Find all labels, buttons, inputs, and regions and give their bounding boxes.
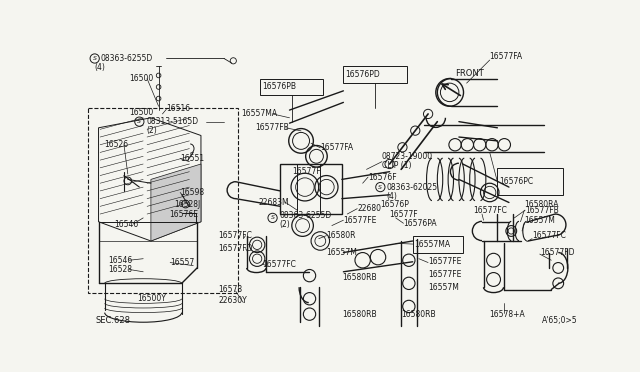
Text: 16580RB: 16580RB xyxy=(342,310,376,319)
Text: 16578+A: 16578+A xyxy=(490,310,525,319)
Text: 16500Y: 16500Y xyxy=(137,294,166,303)
Text: S: S xyxy=(271,215,275,220)
Text: S: S xyxy=(93,56,97,61)
Text: FRONT: FRONT xyxy=(455,70,484,78)
Bar xyxy=(260,78,323,96)
Text: (2): (2) xyxy=(147,126,157,135)
Text: 16528: 16528 xyxy=(109,265,132,274)
Text: 08313-5165D: 08313-5165D xyxy=(147,117,198,126)
Text: 16577FD: 16577FD xyxy=(219,244,253,253)
Text: 16546: 16546 xyxy=(114,219,138,228)
Bar xyxy=(280,164,342,214)
Text: 16546: 16546 xyxy=(109,256,133,265)
Text: 16578: 16578 xyxy=(219,285,243,294)
Text: 16557MA: 16557MA xyxy=(241,109,277,118)
Text: 16577FE: 16577FE xyxy=(344,216,377,225)
Text: 16576PB: 16576PB xyxy=(262,83,296,92)
Text: 08723-19000: 08723-19000 xyxy=(382,152,433,161)
Text: (4): (4) xyxy=(95,63,106,72)
Text: A'65;0>5: A'65;0>5 xyxy=(542,316,578,325)
Text: 16576P: 16576P xyxy=(380,200,409,209)
Text: 22680: 22680 xyxy=(357,204,381,213)
Text: 08363-6255D: 08363-6255D xyxy=(101,54,153,63)
Bar xyxy=(497,168,563,195)
Text: CLIP (1): CLIP (1) xyxy=(382,161,412,170)
Text: 16557M: 16557M xyxy=(524,216,556,225)
Text: 16576F: 16576F xyxy=(368,173,397,182)
Text: 16577FA: 16577FA xyxy=(320,143,353,152)
Text: 22683M: 22683M xyxy=(259,198,289,207)
Text: 16577FC: 16577FC xyxy=(532,231,566,240)
Text: 16580R: 16580R xyxy=(326,231,356,240)
Text: 16557MA: 16557MA xyxy=(414,240,451,248)
Text: 16577FC: 16577FC xyxy=(473,206,507,215)
Text: S: S xyxy=(138,119,141,124)
Text: 16577FB: 16577FB xyxy=(525,206,559,215)
Text: (2): (2) xyxy=(280,220,291,229)
Text: 16580RA: 16580RA xyxy=(524,200,559,209)
Text: 08363-6255D: 08363-6255D xyxy=(280,211,332,220)
Bar xyxy=(88,108,238,293)
Text: 16577FD: 16577FD xyxy=(540,248,574,257)
Text: 16577FB: 16577FB xyxy=(255,123,289,132)
Text: 16551: 16551 xyxy=(180,154,204,163)
Text: 22630Y: 22630Y xyxy=(219,296,248,305)
Text: SEC.628: SEC.628 xyxy=(95,316,131,325)
Text: 16576PD: 16576PD xyxy=(345,70,380,79)
Text: 16500: 16500 xyxy=(129,74,154,83)
Text: 16598: 16598 xyxy=(180,188,204,197)
Text: 16576E: 16576E xyxy=(170,209,198,218)
Text: 16557M: 16557M xyxy=(326,248,357,257)
Polygon shape xyxy=(151,164,201,241)
Text: 16577F: 16577F xyxy=(292,167,321,176)
Text: 08363-62025: 08363-62025 xyxy=(387,183,438,192)
Text: 16577FC: 16577FC xyxy=(219,231,253,240)
Text: 16580RB: 16580RB xyxy=(342,273,376,282)
Text: 16577F: 16577F xyxy=(390,209,418,218)
Text: 16576PC: 16576PC xyxy=(499,177,533,186)
Bar xyxy=(413,235,463,253)
Text: 16577FC: 16577FC xyxy=(262,260,296,269)
Text: 16577FE: 16577FE xyxy=(428,257,461,266)
Text: 16516: 16516 xyxy=(166,104,191,113)
Text: (4): (4) xyxy=(387,192,397,201)
Text: 16528J: 16528J xyxy=(174,200,200,209)
Text: 16577FE: 16577FE xyxy=(428,270,461,279)
Text: S: S xyxy=(378,185,382,190)
Text: 16557M: 16557M xyxy=(428,283,459,292)
Text: 16526: 16526 xyxy=(105,140,129,149)
Text: 16500: 16500 xyxy=(129,108,154,117)
Text: 16557: 16557 xyxy=(170,258,195,267)
Bar xyxy=(344,66,406,83)
Text: 16577FA: 16577FA xyxy=(490,52,523,61)
Text: 16576PA: 16576PA xyxy=(403,219,437,228)
Text: 16580RB: 16580RB xyxy=(401,310,436,319)
